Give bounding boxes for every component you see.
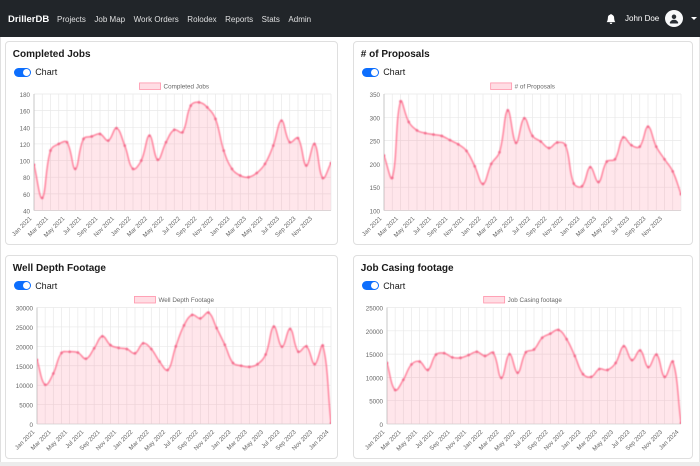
- svg-text:250: 250: [370, 139, 381, 146]
- svg-text:100: 100: [370, 209, 381, 216]
- svg-text:180: 180: [20, 92, 31, 99]
- svg-text:Well Depth Footage: Well Depth Footage: [158, 297, 214, 304]
- svg-text:0: 0: [30, 422, 34, 429]
- svg-text:100: 100: [20, 159, 31, 166]
- svg-text:150: 150: [370, 185, 381, 192]
- svg-text:20000: 20000: [16, 344, 34, 351]
- svg-text:80: 80: [23, 175, 30, 182]
- svg-text:60: 60: [23, 192, 30, 199]
- svg-text:140: 140: [20, 125, 31, 132]
- svg-text:5000: 5000: [19, 403, 33, 410]
- svg-text:25000: 25000: [366, 306, 384, 313]
- svg-text:5000: 5000: [369, 399, 383, 406]
- svg-text:40: 40: [23, 209, 30, 216]
- svg-text:350: 350: [370, 92, 381, 99]
- svg-text:Completed Jobs: Completed Jobs: [164, 84, 210, 91]
- svg-text:10000: 10000: [366, 375, 384, 382]
- svg-text:25000: 25000: [16, 325, 34, 332]
- svg-text:20000: 20000: [366, 329, 384, 336]
- svg-text:Job Casing footage: Job Casing footage: [508, 297, 563, 304]
- svg-text:120: 120: [20, 142, 31, 149]
- svg-text:30000: 30000: [16, 306, 34, 313]
- svg-text:160: 160: [20, 109, 31, 116]
- svg-text:15000: 15000: [366, 352, 384, 359]
- svg-text:10000: 10000: [16, 383, 34, 390]
- svg-text:15000: 15000: [16, 364, 34, 371]
- svg-text:200: 200: [370, 162, 381, 169]
- svg-text:300: 300: [370, 115, 381, 122]
- svg-text:0: 0: [380, 422, 384, 429]
- svg-text:# of Proposals: # of Proposals: [515, 84, 555, 91]
